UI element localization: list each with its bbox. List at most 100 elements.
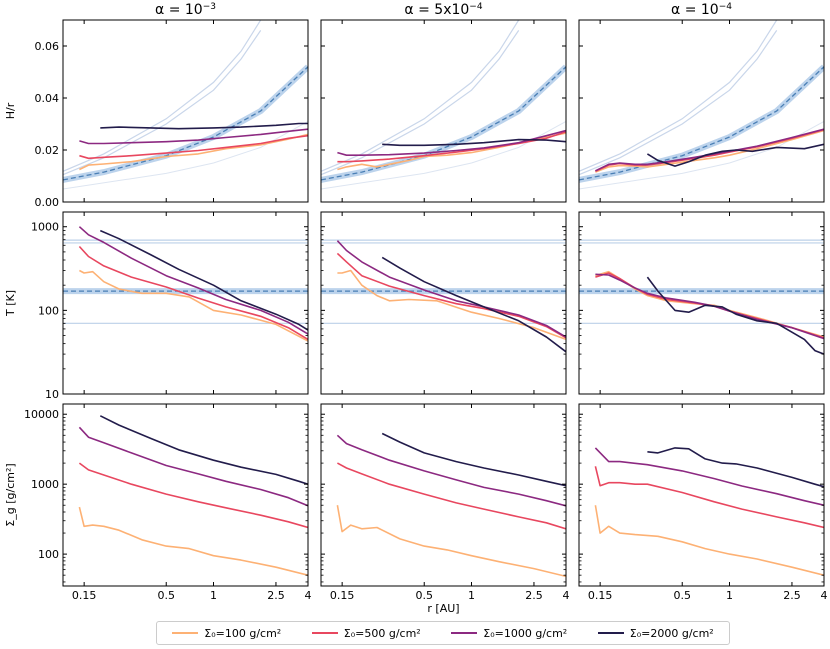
panel-frame	[320, 19, 567, 203]
series-line-100	[78, 506, 308, 576]
series-line-100	[79, 133, 308, 171]
panel-r3-c3: 0.15 0.5 1 2.5 4	[578, 403, 828, 602]
legend-item-1000: Σ₀=1000 g/cm²	[451, 627, 567, 640]
x-tick-label: 2.5	[783, 589, 801, 602]
panel-frame	[62, 19, 309, 203]
legend-line-1000	[451, 632, 478, 634]
legend-line-100	[172, 632, 199, 634]
x-tick-label: 2.5	[267, 589, 285, 602]
panel-plot-area	[579, 239, 824, 355]
series-line-500	[336, 252, 566, 339]
series-line-1000	[79, 128, 308, 145]
hr-reference-dashed	[321, 66, 566, 181]
series-line-2000	[647, 447, 824, 488]
legend-item-100: Σ₀=100 g/cm²	[172, 627, 281, 640]
legend: Σ₀=100 g/cm² Σ₀=500 g/cm² Σ₀=1000 g/cm² …	[156, 621, 730, 645]
x-tick-label: 0.5	[673, 589, 691, 602]
x-tick-label: 4	[821, 589, 828, 602]
x-tick-label: 4	[563, 589, 570, 602]
series-line-1000	[336, 240, 566, 338]
panel-plot-area	[579, 20, 824, 190]
panel-r2-c1: 10 100 1000	[31, 211, 309, 401]
x-axis-label: r [AU]	[427, 602, 459, 615]
column-title-exponent: −4	[469, 2, 483, 12]
panel-frame	[62, 403, 309, 587]
legend-label-500: Σ₀=500 g/cm²	[343, 626, 421, 640]
series-line-100	[336, 505, 566, 578]
column-title-text: α = 5x10	[404, 2, 469, 18]
series-line-2000	[381, 432, 566, 487]
series-line-2000	[382, 138, 566, 147]
y-tick-label: 10000	[24, 408, 59, 421]
series-line-500	[78, 245, 308, 341]
series-line-500	[79, 134, 308, 160]
panel-frame	[320, 403, 567, 587]
column-title-2: α = 5x10−4	[404, 2, 482, 18]
panel-plot-area	[321, 20, 566, 190]
column-title-text: α = 10	[671, 2, 719, 18]
panel-r1-c1: 0.00 0.02 0.04 0.06	[35, 19, 309, 209]
series-line-500	[337, 462, 566, 530]
y-tick-label: 0.06	[35, 40, 60, 53]
series-line-500	[78, 462, 308, 529]
series-line-2000	[100, 122, 308, 130]
panel-r2-c2	[320, 211, 567, 395]
legend-label-100: Σ₀=100 g/cm²	[204, 626, 282, 640]
column-title-3: α = 10−4	[671, 2, 732, 18]
series-line-1000	[78, 426, 308, 507]
panel-r1-c2	[320, 19, 567, 203]
row-ylabel-1: H/r	[4, 102, 17, 119]
panel-frame	[578, 19, 825, 203]
series-line-100	[595, 129, 824, 173]
panel-frame	[62, 211, 309, 395]
panel-plot-area	[594, 447, 824, 576]
legend-label-2000: Σ₀=2000 g/cm²	[629, 626, 714, 640]
series-line-100	[337, 269, 566, 341]
y-tick-label: 100	[38, 304, 59, 317]
x-tick-label: 4	[305, 589, 312, 602]
legend-item-2000: Σ₀=2000 g/cm²	[597, 626, 714, 640]
x-tick-label: 2.5	[525, 589, 543, 602]
y-tick-label: 0.00	[35, 196, 60, 209]
hr-reference-band	[321, 64, 566, 183]
y-tick-label: 0.04	[35, 92, 60, 105]
panel-r1-c3	[578, 19, 825, 203]
series-line-500	[595, 128, 824, 173]
x-tick-label: 0.15	[72, 589, 97, 602]
panel-plot-area	[63, 226, 308, 342]
series-line-2000	[646, 276, 824, 355]
column-title-exponent: −4	[719, 2, 733, 12]
series-line-1000	[336, 434, 566, 507]
series-line-100	[594, 505, 824, 576]
hr-reference-upper-2	[321, 20, 520, 172]
x-tick-label: 0.5	[157, 589, 175, 602]
x-tick-label: 1	[726, 589, 733, 602]
column-title-exponent: −3	[203, 2, 216, 12]
x-tick-label: 0.5	[415, 589, 433, 602]
series-line-2000	[381, 256, 566, 353]
panel-frame	[578, 403, 825, 587]
legend-label-1000: Σ₀=1000 g/cm²	[483, 626, 568, 640]
panel-r3-c2: 0.15 0.5 1 2.5 4	[320, 403, 570, 602]
panel-plot-area	[321, 239, 566, 353]
series-line-500	[594, 466, 824, 529]
y-tick-label: 1000	[31, 478, 59, 491]
hr-reference-dashed	[63, 66, 308, 181]
column-title-text: α = 10	[155, 2, 203, 18]
y-tick-label: 10	[45, 388, 59, 401]
hr-reference-lower	[63, 120, 308, 190]
x-tick-label: 0.15	[330, 589, 355, 602]
x-tick-label: 0.15	[588, 589, 613, 602]
series-line-1000	[594, 447, 824, 506]
hr-reference-upper-2	[63, 20, 262, 172]
series-line-2000	[99, 415, 308, 485]
series-line-500	[337, 131, 566, 163]
series-line-100	[79, 269, 308, 342]
series-line-2000	[646, 143, 824, 167]
legend-line-2000	[597, 632, 624, 634]
x-tick-label: 1	[468, 589, 475, 602]
hr-reference-upper-2	[579, 20, 778, 172]
series-line-1000	[78, 226, 308, 335]
column-title-1: α = 10−3	[155, 2, 216, 18]
